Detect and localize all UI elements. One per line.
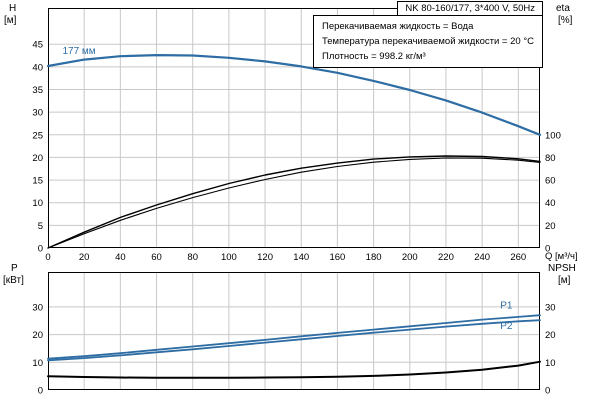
h-axis-label: H (9, 3, 17, 14)
npsh-axis-label: NPSH (548, 263, 576, 274)
x-tick-label: 200 (402, 252, 418, 263)
y-left-tick-label: 10 (32, 198, 43, 209)
y-right-tick-label: 0 (545, 386, 550, 397)
y-left-tick-label: 35 (32, 85, 43, 96)
curve-eta-pump-motor (47, 157, 541, 249)
npsh-axis-unit: [м] (558, 275, 571, 286)
y-right-tick-label: 80 (545, 153, 556, 164)
x-tick-label: 60 (151, 252, 162, 263)
y-right-tick-label: 100 (545, 130, 561, 141)
x-tick-label: 100 (221, 252, 237, 263)
x-tick-label: 180 (366, 252, 382, 263)
y-right-tick-label: 10 (545, 358, 556, 369)
y-right-tick-label: 20 (545, 221, 556, 232)
y-left-tick-label: 30 (32, 108, 43, 119)
p-axis-unit: [кВт] (3, 275, 24, 286)
info-liquid: Перекачиваемая жидкость = Вода (322, 21, 474, 32)
curve-label-P1: P1 (500, 300, 513, 311)
curve-label-177-мм: 177 мм (62, 46, 95, 57)
y-right-tick-label: 40 (545, 198, 556, 209)
x-tick-label: 40 (115, 252, 126, 263)
curve-head-177mm (46, 54, 542, 136)
plot-border (48, 8, 540, 248)
info-temperature: Температура перекачиваемой жидкости = 20… (322, 36, 534, 47)
y-left-tick-label: 45 (32, 40, 43, 51)
pump-title: NK 80-160/177, 3*400 V, 50Hz (405, 3, 535, 14)
x-tick-label: 240 (474, 252, 490, 263)
curve-eta-pump (47, 155, 541, 249)
h-axis-unit: [м] (4, 15, 17, 26)
y-left-tick-label: 40 (32, 62, 43, 73)
y-right-tick-label: 0 (545, 244, 550, 255)
q-axis-label: Q [м³/ч] (545, 251, 578, 262)
y-left-tick-label: 15 (32, 176, 43, 187)
y-left-tick-label: 10 (32, 358, 43, 369)
curve-P1 (47, 314, 541, 360)
y-left-tick-label: 20 (32, 330, 43, 341)
y-left-tick-label: 20 (32, 153, 43, 164)
eta-axis-label: eta (556, 3, 570, 14)
plot-border (48, 272, 540, 390)
x-tick-label: 20 (79, 252, 90, 263)
y-right-tick-label: 20 (545, 330, 556, 341)
curve-P2 (47, 319, 541, 362)
curve-label-P2: P2 (500, 321, 513, 332)
chart-area-1: 0 10 20 30 0 10 20 30 P1 P2 (32, 272, 556, 397)
x-tick-label: 80 (187, 252, 198, 263)
y-right-tick-label: 30 (545, 302, 556, 313)
y-right-tick-label: 60 (545, 176, 556, 187)
x-tick-label: 120 (257, 252, 273, 263)
y-left-tick-label: 0 (38, 386, 43, 397)
y-left-tick-label: 5 (38, 221, 43, 232)
x-tick-label: 140 (293, 252, 309, 263)
y-left-tick-label: 30 (32, 302, 43, 313)
liquid-info-box: Перекачиваемая жидкость = Вода Температу… (313, 15, 543, 68)
curve-NPSH (47, 360, 541, 379)
y-left-tick-label: 25 (32, 130, 43, 141)
x-tick-label: 160 (329, 252, 345, 263)
p-axis-label: P (11, 263, 18, 274)
x-tick-label: 220 (438, 252, 454, 263)
x-tick-label: 0 (45, 252, 50, 263)
y-left-tick-label: 0 (38, 244, 43, 255)
info-density: Плотность = 998.2 кг/м³ (322, 51, 426, 62)
x-tick-label: 260 (510, 252, 526, 263)
eta-axis-unit: [%] (558, 15, 573, 26)
